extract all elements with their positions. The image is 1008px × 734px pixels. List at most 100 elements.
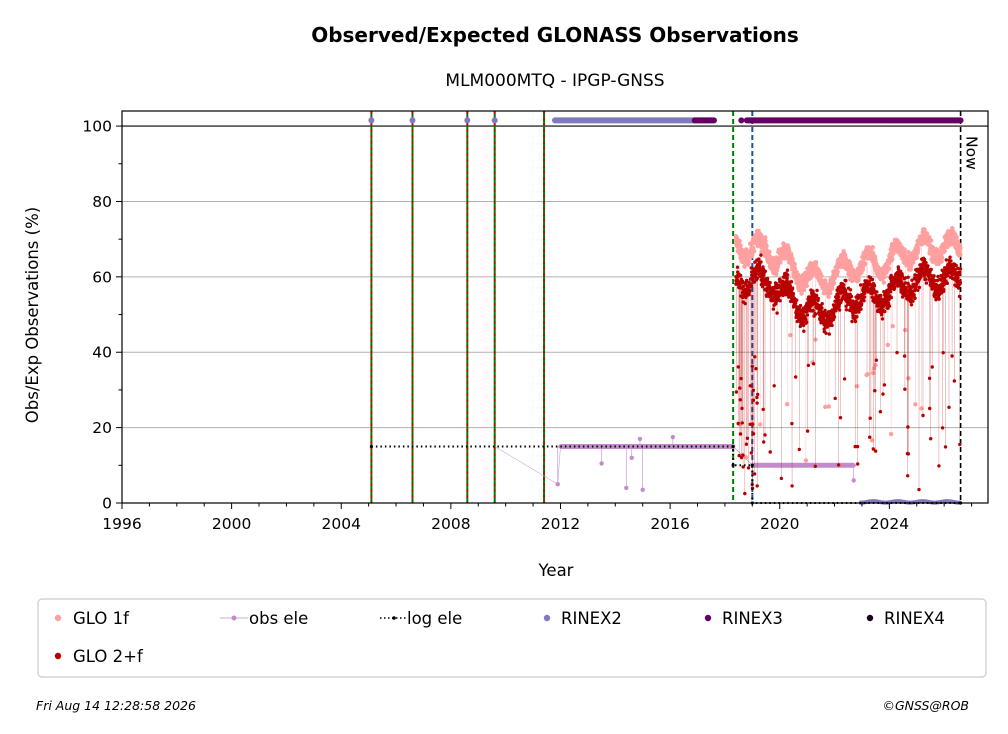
glo-2f-point (738, 386, 742, 390)
glo-2f-point (958, 442, 962, 447)
glo-2f-point (743, 491, 747, 496)
glo-2f-point (855, 315, 859, 319)
glo-2f-point (953, 268, 957, 272)
glo-2f-point (821, 316, 826, 321)
glo-2f-point (928, 406, 932, 411)
glo-2f-point (749, 451, 753, 455)
glo-2f-point (851, 299, 855, 303)
glo-2f-point (844, 278, 848, 283)
glo-2f-point (923, 277, 928, 281)
glo-2f-point (912, 293, 916, 297)
glo-2f-point (903, 387, 907, 391)
glo-1f-point (854, 384, 860, 389)
obs-ele-point (624, 485, 629, 491)
rinex3-point (738, 117, 745, 124)
footer-timestamp: Fri Aug 14 12:28:58 2026 (36, 698, 196, 713)
x-axis-ticks: 1996 2000 2004 2008 2012 2016 2020 2024 (102, 503, 973, 533)
glo-2f-point (741, 453, 745, 457)
glo-2f-point (832, 315, 837, 319)
glo-2f-point (933, 278, 937, 283)
glo-2f-point (778, 299, 782, 303)
glo-1f-point (903, 327, 908, 333)
chart-subtitle: MLM000MTQ - IPGP-GNSS (445, 71, 664, 91)
glo-1f-point (908, 267, 913, 272)
glo-2f-point (736, 365, 740, 369)
glo-2f-point (857, 310, 861, 314)
glo-2f-point (947, 405, 951, 409)
glo-2f-point (859, 307, 863, 311)
glo-1f-point (742, 264, 747, 269)
glo-2f-point (895, 350, 899, 355)
glo-2f-point (886, 301, 891, 305)
glo-2f-point (924, 281, 929, 285)
glo-2f-point (756, 392, 760, 397)
glo-2f-point (849, 294, 854, 299)
footer-copyright: ©GNSS@ROB (882, 698, 969, 713)
glo-2f-point (793, 301, 798, 305)
glo-2f-point (751, 432, 756, 436)
glo-2f-point (888, 290, 893, 294)
glo-2f-point (754, 272, 758, 276)
glo-2f-point (836, 295, 841, 299)
glo-2f-point (946, 273, 950, 278)
glo-2f-point (902, 354, 907, 358)
glo-2f-point (775, 311, 779, 315)
glo-2f-point (896, 284, 900, 288)
y-tick-label-0: 0 (102, 495, 112, 513)
rinex2-point (409, 117, 416, 124)
glo-2f-point (833, 396, 837, 401)
glo-2f-point (816, 296, 820, 301)
glo-1f-point (737, 238, 742, 244)
y-tick-label-80: 80 (92, 193, 112, 211)
rinex2-point (368, 117, 375, 124)
legend-frame (37, 598, 987, 678)
glo-1f-point (788, 333, 793, 338)
glo-2f-point (940, 426, 945, 430)
glo-1f-point (738, 243, 743, 248)
glo-2f-point (748, 384, 752, 388)
glo-2f-point (812, 292, 816, 296)
series-glo-2f (734, 253, 963, 496)
log-ele-point (731, 444, 735, 449)
glo-1f-point (863, 261, 868, 266)
glo-1f-point (916, 246, 921, 251)
glo-1f-point (865, 372, 870, 377)
glo-1f-point (764, 243, 769, 249)
legend-marker-rinex3 (704, 614, 712, 622)
rinex2-point (491, 117, 498, 124)
glo-2f-point (870, 277, 875, 282)
glo-1f-point (919, 406, 924, 411)
glo-1f-point (942, 248, 947, 254)
log-ele-point (731, 463, 735, 467)
glo-2f-point (873, 389, 877, 393)
glo-2f-point (860, 302, 864, 306)
glo-2f-point (781, 293, 785, 298)
glo-2f-point (824, 331, 828, 335)
glo-2f-point (807, 295, 811, 299)
glo-2f-point (881, 392, 885, 396)
glo-2f-point (956, 276, 960, 280)
glo-2f-point (785, 276, 789, 281)
obs-ele-point (851, 478, 856, 483)
legend-entry-glo-2f: GLO 2+f (54, 647, 144, 666)
glo-2f-point (853, 444, 857, 449)
legend-marker-glo-1f (54, 614, 62, 622)
series-rinex (368, 117, 964, 124)
y-axis-ticks: 0 20 40 60 80 100 (82, 118, 122, 513)
glo-2f-point (788, 284, 792, 288)
glo-2f-point (790, 286, 795, 290)
obs-ele-point (555, 481, 560, 487)
glo-2f-point (954, 263, 958, 268)
glo-2f-point (910, 278, 914, 282)
glo-2f-point (848, 288, 853, 292)
legend-label-rinex4: RINEX4 (884, 609, 945, 628)
glo-2f-point (811, 309, 815, 313)
glo-2f-point (795, 298, 799, 302)
legend-label-glo-1f: GLO 1f (73, 609, 130, 628)
legend-entry-obs-ele: obs ele (220, 609, 308, 628)
glo-2f-point (815, 288, 819, 293)
glo-2f-point (956, 286, 961, 290)
glo-2f-point (804, 317, 808, 321)
x-tick-label-2000: 2000 (212, 515, 251, 533)
glo-1f-point (832, 275, 837, 281)
